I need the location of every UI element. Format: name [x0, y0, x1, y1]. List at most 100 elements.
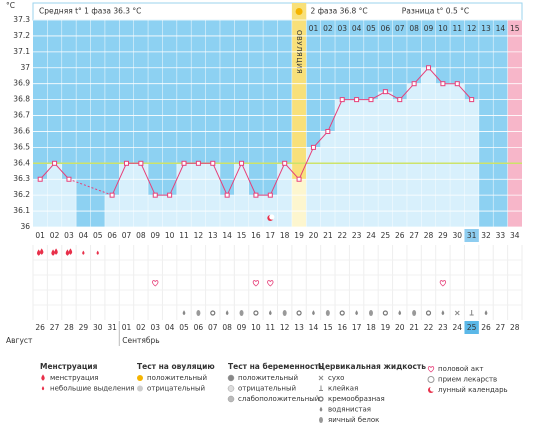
- legend-title: Менструация: [40, 362, 98, 371]
- day-label: 32: [481, 231, 491, 240]
- date-label: 04: [165, 323, 175, 332]
- date-label: 02: [136, 323, 146, 332]
- temp-point: [454, 81, 460, 87]
- legend-title: Цервикальная жидкость: [318, 362, 426, 371]
- legend-icon: [41, 386, 45, 391]
- temp-point: [440, 81, 446, 87]
- legend-item: клейкая: [328, 385, 358, 393]
- day-label: 30: [453, 231, 463, 240]
- y-tick-label: 37.3: [13, 15, 30, 24]
- eggwhite-icon: [325, 310, 330, 316]
- date-label: 08: [222, 323, 232, 332]
- date-label: 28: [64, 323, 74, 332]
- today-date-box: [464, 321, 479, 334]
- y-tick-label: 36.9: [13, 79, 30, 88]
- temp-point: [123, 160, 129, 166]
- legend-item: кремообразная: [328, 395, 385, 403]
- temp-point: [267, 192, 273, 198]
- eggwhite-icon: [412, 310, 417, 316]
- temp-point: [52, 160, 58, 166]
- date-label: 06: [194, 323, 204, 332]
- date-label: 09: [237, 323, 247, 332]
- date-label: 16: [337, 323, 347, 332]
- day-label: 13: [208, 231, 218, 240]
- creamy-icon: [382, 310, 388, 316]
- temp-point: [397, 97, 403, 103]
- day-fill: [306, 147, 321, 227]
- intercourse-icon: [152, 280, 159, 287]
- legend-icon: [319, 417, 323, 423]
- creamy-icon: [425, 310, 432, 316]
- temp-point: [426, 65, 432, 71]
- temp-point: [224, 192, 230, 198]
- phase2-day: 09: [424, 24, 434, 33]
- watery-icon: [484, 310, 488, 316]
- header-diff: Разница t° 0.5 °C: [402, 7, 469, 16]
- date-label: 11: [266, 323, 276, 332]
- phase2-day: 03: [337, 24, 347, 33]
- phase2-day: 01: [309, 24, 319, 33]
- day-label: 31: [467, 231, 477, 240]
- menstruation-icon: [51, 249, 55, 256]
- date-label: 25: [467, 323, 477, 332]
- date-label: 10: [251, 323, 261, 332]
- phase2-day: 12: [467, 24, 477, 33]
- dry-icon: [454, 310, 460, 316]
- y-tick-label: 36: [20, 222, 30, 231]
- y-tick-label: 36.2: [13, 190, 30, 199]
- watery-icon: [398, 310, 402, 316]
- temp-point: [469, 97, 475, 103]
- menstruation-icon: [68, 248, 73, 255]
- legend-icon: [137, 375, 143, 381]
- eggwhite-icon: [239, 310, 244, 316]
- day-label: 34: [510, 231, 520, 240]
- day-fill: [291, 179, 307, 227]
- watery-icon: [312, 310, 315, 316]
- legend-item: водянистая: [328, 406, 371, 414]
- y-tick-label: 37: [20, 63, 30, 72]
- day-label: 24: [366, 231, 376, 240]
- legend-icon: [227, 385, 235, 392]
- temp-point: [66, 176, 72, 182]
- menstruation-icon: [39, 248, 44, 255]
- temp-point: [296, 176, 302, 182]
- date-label: 19: [381, 323, 391, 332]
- phase2-day: 06: [381, 24, 391, 33]
- legend-item: сухо: [328, 374, 344, 382]
- legend-icon: [227, 395, 235, 403]
- phase2-day: 05: [366, 24, 376, 33]
- legend-item: половой акт: [438, 365, 483, 373]
- creamy-icon: [253, 310, 259, 316]
- temp-point: [368, 97, 374, 103]
- day-label: 03: [64, 231, 74, 240]
- eggwhite-icon: [368, 310, 373, 316]
- day-label: 17: [266, 231, 276, 240]
- eggwhite-icon: [196, 310, 201, 316]
- day-label: 09: [150, 231, 160, 240]
- day-label: 10: [165, 231, 175, 240]
- day-label: 12: [194, 231, 204, 240]
- y-tick-label: 36.1: [13, 206, 30, 215]
- day-label: 14: [222, 231, 232, 240]
- day-label: 26: [395, 231, 405, 240]
- watery-icon: [268, 310, 272, 316]
- date-label: 30: [93, 323, 103, 332]
- temp-line: [111, 67, 473, 197]
- intercourse-icon: [252, 280, 260, 287]
- watery-icon: [441, 310, 445, 316]
- temp-point: [138, 160, 144, 166]
- legend-icon: [427, 366, 435, 373]
- legend-item: лунный календарь: [438, 386, 508, 394]
- temp-point: [152, 192, 158, 198]
- temp-point: [354, 97, 360, 103]
- intercourse-icon: [439, 280, 447, 287]
- temp-point: [109, 192, 115, 198]
- temp-point: [181, 160, 187, 166]
- legend-icon: [41, 374, 45, 381]
- temp-point: [310, 144, 316, 150]
- date-label: 31: [107, 323, 117, 332]
- menstruation-icon: [36, 249, 41, 256]
- header-phase1: Средняя t° 1 фаза 36.3 °C: [39, 7, 141, 16]
- day-label: 16: [251, 231, 261, 240]
